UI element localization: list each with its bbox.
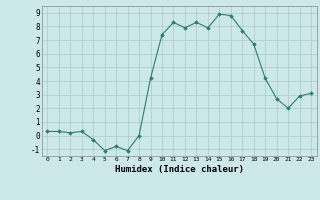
X-axis label: Humidex (Indice chaleur): Humidex (Indice chaleur) bbox=[115, 165, 244, 174]
